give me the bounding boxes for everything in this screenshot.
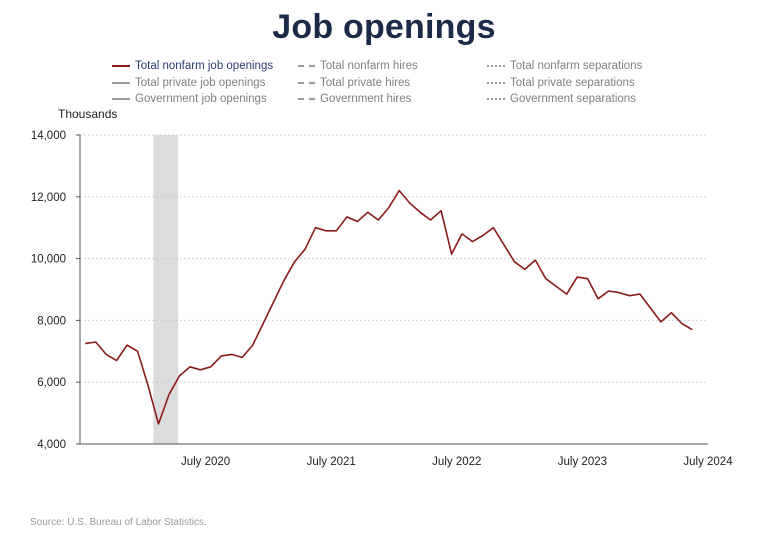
legend-swatch: [298, 65, 315, 67]
legend-swatch: [298, 81, 315, 84]
legend-label: Government job openings: [135, 93, 267, 105]
chart-title: Job openings: [272, 8, 496, 46]
legend-item[interactable]: Total nonfarm hires: [298, 58, 418, 74]
legend-item[interactable]: Total private hires: [298, 75, 410, 91]
grid-layer: [80, 134, 708, 383]
legend-label: Government separations: [510, 93, 636, 105]
legend-swatch: [112, 81, 130, 84]
y-tick-label: 6,000: [37, 377, 66, 389]
legend-label: Government hires: [320, 93, 412, 105]
axis-layer: [79, 135, 708, 445]
series-layer: [85, 189, 693, 425]
x-tick-label: July 2021: [307, 456, 356, 468]
legend-label: Total nonfarm hires: [320, 60, 418, 72]
tick-layer: 4,000 6,000 8,000 10,000 12,000 14,000 July 20…: [31, 130, 733, 468]
legend-swatch: [487, 98, 505, 100]
x-tick-label: July 2024: [683, 456, 733, 468]
legend-label: Total private job openings: [135, 76, 266, 89]
legend-label: Total private hires: [320, 76, 411, 89]
legend-item[interactable]: Total private job openings: [112, 75, 265, 91]
legend-label: Total nonfarm separations: [510, 60, 643, 72]
x-tick-label: July 2023: [558, 456, 607, 468]
legend-item[interactable]: Total private separations: [487, 75, 635, 91]
legend-swatch: [298, 98, 315, 100]
legend-item[interactable]: Total nonfarm separations: [487, 58, 642, 74]
legend-label: Total private separations: [510, 76, 635, 89]
y-tick-label: 4,000: [37, 439, 66, 451]
y-tick-label: 12,000: [31, 192, 66, 204]
recession-band: [153, 135, 179, 444]
legend-swatch: [487, 81, 505, 84]
x-tick-label: July 2020: [181, 456, 230, 468]
legend-item[interactable]: Government hires: [298, 91, 411, 107]
legend-swatch: [487, 65, 505, 67]
recession-layer: [153, 135, 179, 444]
legend-item[interactable]: Government separations: [487, 91, 636, 107]
y-axis-unit: Thousands: [58, 107, 118, 121]
legend-item[interactable]: Total nonfarm job openings: [112, 58, 273, 74]
y-tick-label: 8,000: [37, 315, 66, 327]
source-note: Source: U.S. Bureau of Labor Statistics.: [30, 517, 207, 528]
legend-swatch: [112, 65, 130, 67]
legend-swatch: [112, 98, 130, 100]
y-tick-label: 14,000: [31, 130, 66, 142]
x-tick-label: July 2022: [432, 456, 481, 468]
y-tick-label: 10,000: [31, 254, 66, 266]
legend-item[interactable]: Government job openings: [112, 91, 267, 107]
legend: Total nonfarm job openings Total private …: [112, 58, 752, 108]
series-line-total-nonfarm-job-openings: [85, 189, 693, 425]
